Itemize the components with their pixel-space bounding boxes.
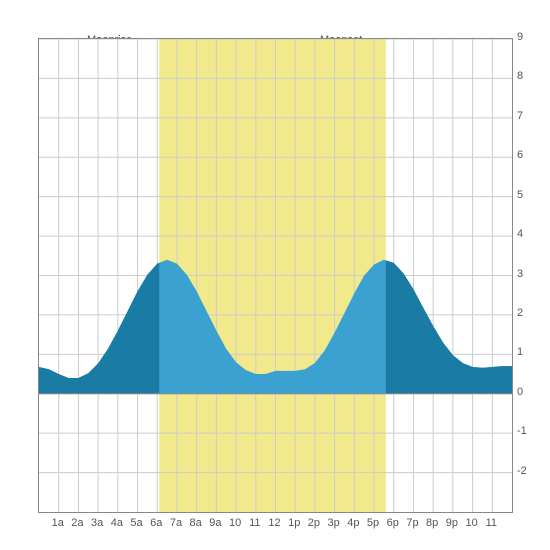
chart-svg	[39, 39, 512, 512]
y-tick-label: 5	[517, 189, 523, 201]
x-tick-label: 3p	[328, 517, 340, 529]
tide-chart: Moonrise 02:42A Moonset 03:05P -2-101234…	[0, 0, 550, 550]
x-tick-label: 10	[465, 517, 477, 529]
x-tick-label: 7p	[406, 517, 418, 529]
x-tick-label: 11	[249, 517, 260, 529]
x-tick-label: 11	[486, 517, 497, 529]
y-tick-label: 4	[517, 228, 523, 240]
y-tick-label: -1	[517, 425, 527, 437]
y-tick-label: 7	[517, 110, 523, 122]
y-tick-label: 1	[517, 346, 523, 358]
x-tick-label: 6a	[150, 517, 162, 529]
x-tick-label: 12	[268, 517, 280, 529]
x-tick-label: 9a	[209, 517, 221, 529]
x-tick-label: 6p	[387, 517, 399, 529]
x-tick-label: 2a	[71, 517, 83, 529]
y-tick-label: 0	[517, 386, 523, 398]
y-tick-label: 3	[517, 268, 523, 280]
x-tick-label: 5a	[130, 517, 142, 529]
plot-area	[38, 38, 513, 513]
x-tick-label: 2p	[308, 517, 320, 529]
y-tick-label: 8	[517, 70, 523, 82]
x-tick-label: 4p	[347, 517, 359, 529]
x-tick-label: 10	[229, 517, 241, 529]
x-tick-label: 5p	[367, 517, 379, 529]
x-tick-label: 1a	[52, 517, 64, 529]
x-tick-label: 7a	[170, 517, 182, 529]
x-tick-label: 9p	[446, 517, 458, 529]
x-tick-label: 8p	[426, 517, 438, 529]
y-tick-label: 2	[517, 307, 523, 319]
y-tick-label: 6	[517, 149, 523, 161]
x-tick-label: 8a	[190, 517, 202, 529]
x-tick-label: 3a	[91, 517, 103, 529]
x-tick-label: 4a	[111, 517, 123, 529]
x-tick-label: 1p	[288, 517, 300, 529]
y-tick-label: 9	[517, 31, 523, 43]
y-tick-label: -2	[517, 465, 527, 477]
